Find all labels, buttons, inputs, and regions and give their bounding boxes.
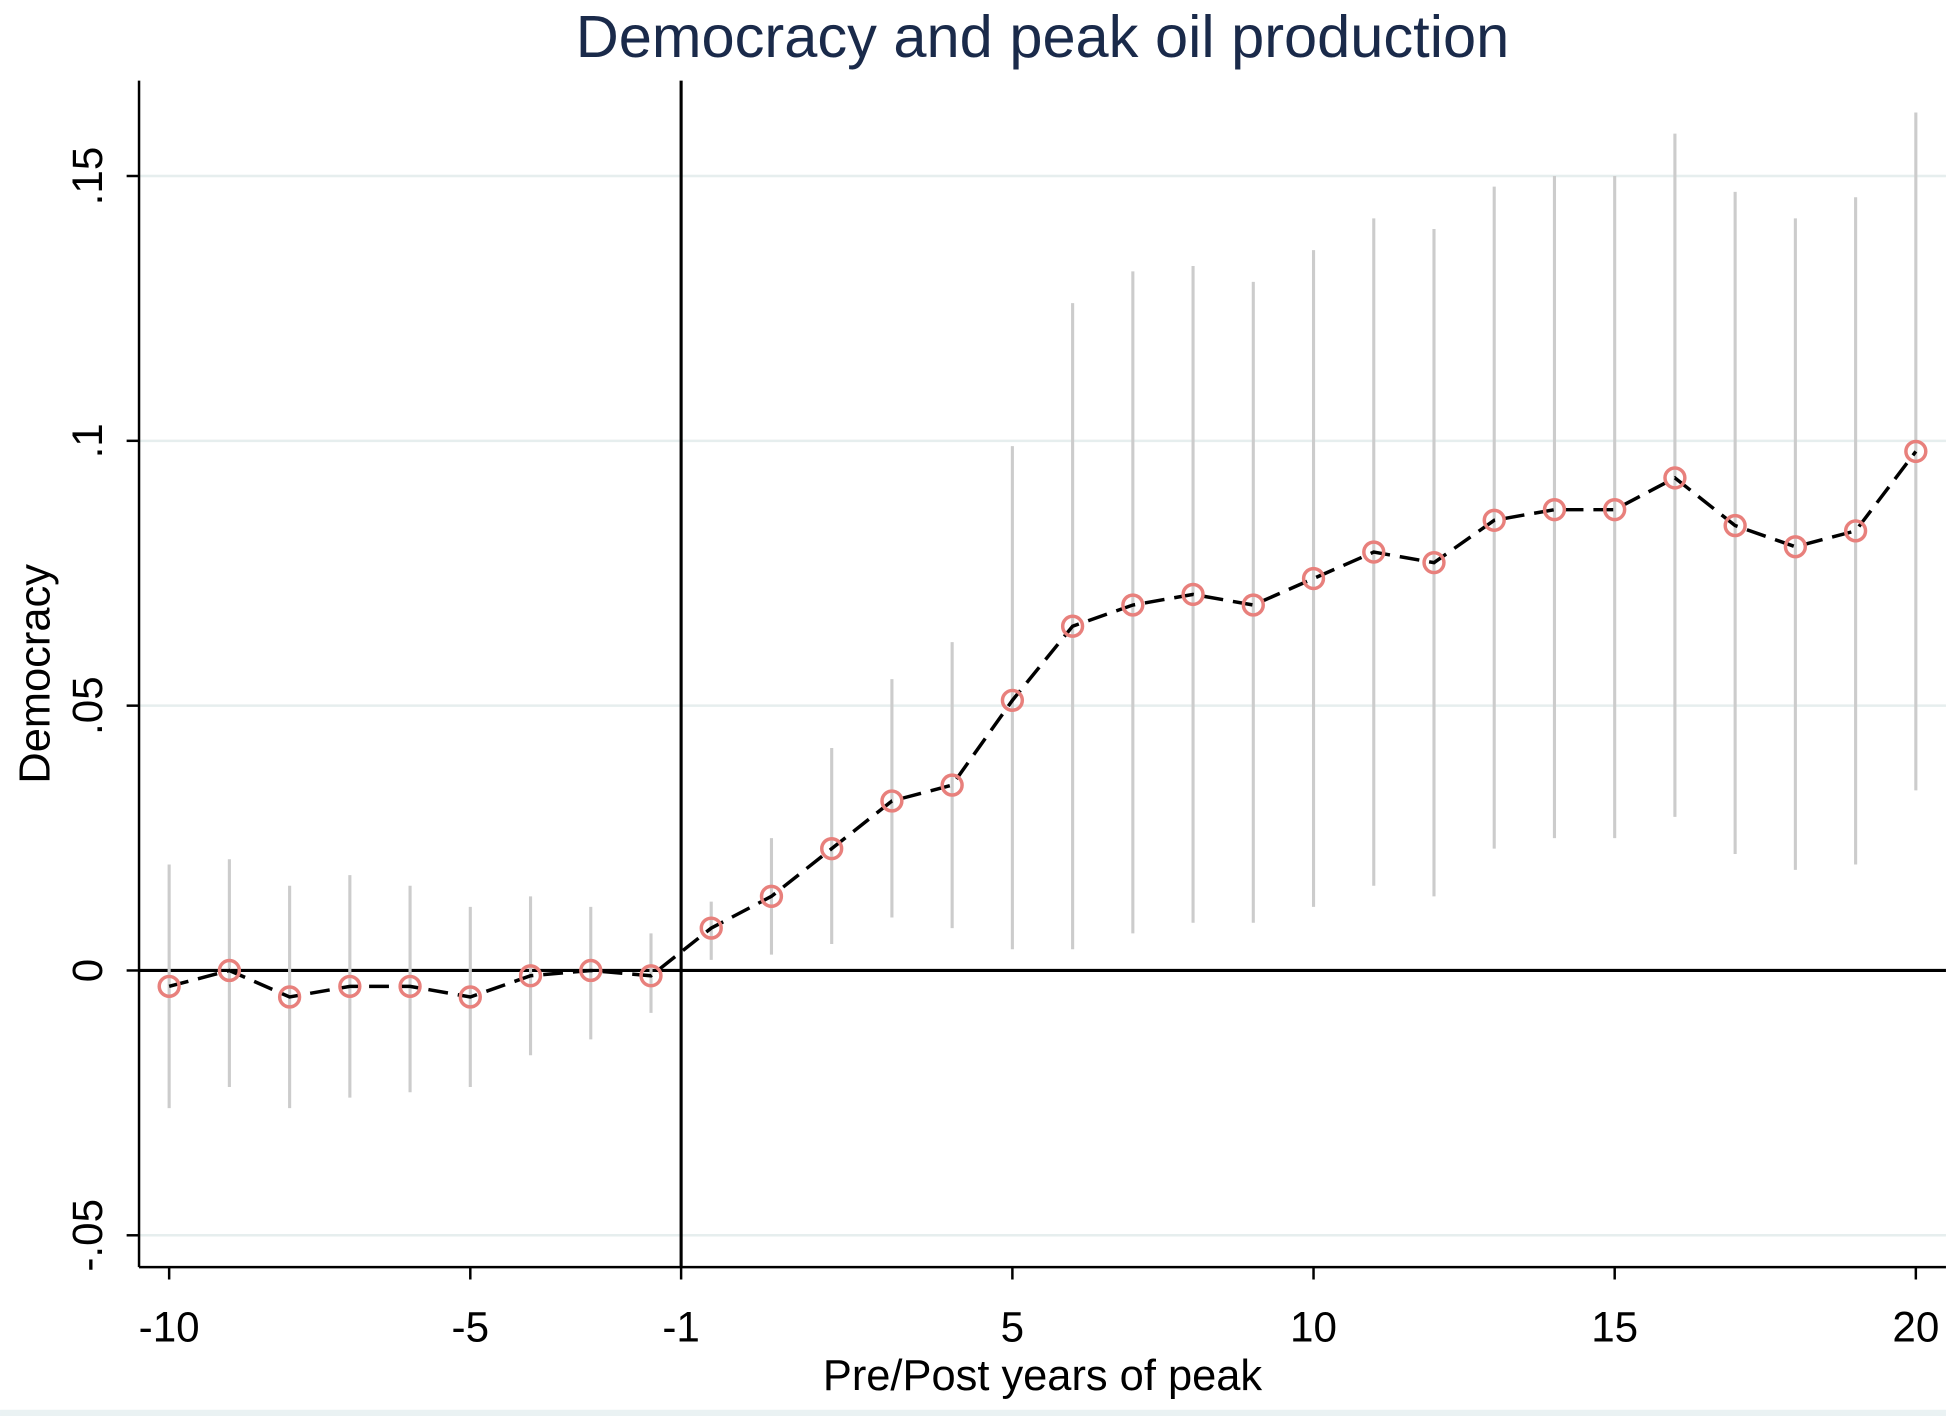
data-point <box>639 964 663 988</box>
x-axis-label: Pre/Post years of peak <box>823 1352 1263 1400</box>
data-point <box>1362 540 1386 564</box>
x-tick-label: 10 <box>1290 1304 1337 1351</box>
y-tick-label: .15 <box>64 147 111 206</box>
data-point <box>579 958 603 983</box>
data-point <box>338 974 362 999</box>
data-point <box>699 916 723 940</box>
data-point <box>1723 513 1747 538</box>
x-tick-label: -5 <box>452 1304 490 1351</box>
data-point <box>518 964 543 988</box>
x-tick-label: 20 <box>1892 1304 1939 1351</box>
bottom-band <box>0 1409 1946 1416</box>
data-point <box>1301 566 1326 591</box>
data-point <box>820 836 844 861</box>
data-point <box>940 773 964 797</box>
data-point <box>1603 498 1627 522</box>
data-point <box>157 974 181 999</box>
data-point <box>1542 498 1567 522</box>
data-point <box>217 958 242 983</box>
data-point <box>1181 582 1205 607</box>
data-point <box>398 974 422 999</box>
y-tick-label: -.05 <box>64 1199 111 1272</box>
chart-title: Democracy and peak oil production <box>576 3 1509 70</box>
data-point <box>1000 688 1025 713</box>
data-point <box>1843 519 1868 543</box>
x-tick-label: -10 <box>139 1304 200 1351</box>
data-point <box>880 789 904 813</box>
x-tick-label: 15 <box>1591 1304 1638 1351</box>
data-point <box>1783 535 1808 559</box>
data-point <box>277 985 302 1009</box>
data-point <box>1060 614 1085 638</box>
data-point <box>1422 550 1446 575</box>
x-tick-label: -1 <box>662 1304 700 1351</box>
y-tick-label: .05 <box>64 676 111 735</box>
data-point <box>1482 508 1506 532</box>
y-tick-label: 0 <box>64 959 111 982</box>
data-point <box>1121 593 1145 617</box>
data-point <box>759 884 784 908</box>
y-axis-label: Democracy <box>12 564 60 784</box>
x-tick-label: 5 <box>1001 1304 1024 1351</box>
data-point <box>458 985 482 1009</box>
data-point <box>1241 593 1265 617</box>
data-point <box>1663 466 1687 490</box>
data-point <box>1904 439 1928 464</box>
y-tick-label: .1 <box>64 423 111 458</box>
